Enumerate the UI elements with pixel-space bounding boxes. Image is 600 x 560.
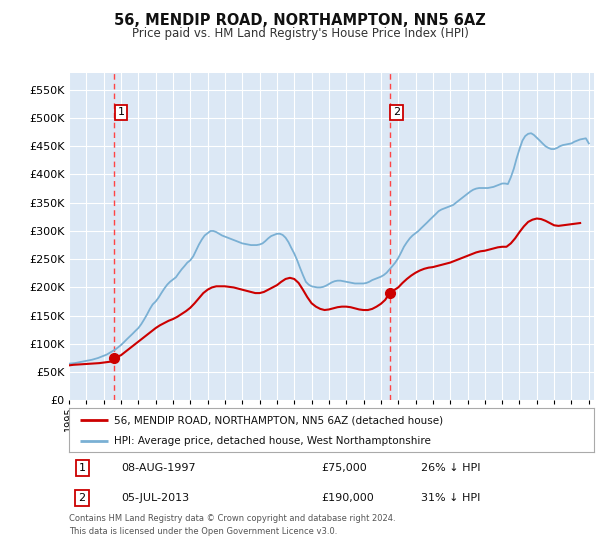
Text: 1: 1 (118, 108, 124, 118)
Text: 31% ↓ HPI: 31% ↓ HPI (421, 493, 480, 503)
Text: 2: 2 (393, 108, 400, 118)
Text: 2: 2 (79, 493, 86, 503)
Text: £190,000: £190,000 (321, 493, 374, 503)
Text: Price paid vs. HM Land Registry's House Price Index (HPI): Price paid vs. HM Land Registry's House … (131, 27, 469, 40)
Text: 26% ↓ HPI: 26% ↓ HPI (421, 463, 480, 473)
Text: 08-AUG-1997: 08-AUG-1997 (121, 463, 196, 473)
Text: Contains HM Land Registry data © Crown copyright and database right 2024.
This d: Contains HM Land Registry data © Crown c… (69, 514, 395, 535)
Text: 56, MENDIP ROAD, NORTHAMPTON, NN5 6AZ (detached house): 56, MENDIP ROAD, NORTHAMPTON, NN5 6AZ (d… (113, 415, 443, 425)
Text: HPI: Average price, detached house, West Northamptonshire: HPI: Average price, detached house, West… (113, 436, 431, 446)
Text: 1: 1 (79, 463, 86, 473)
Text: 05-JUL-2013: 05-JUL-2013 (121, 493, 190, 503)
Text: £75,000: £75,000 (321, 463, 367, 473)
Text: 56, MENDIP ROAD, NORTHAMPTON, NN5 6AZ: 56, MENDIP ROAD, NORTHAMPTON, NN5 6AZ (114, 13, 486, 28)
